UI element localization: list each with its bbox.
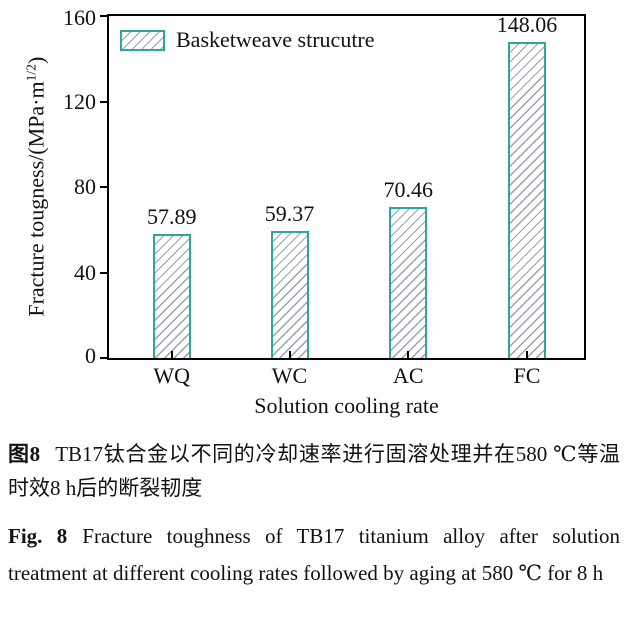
y-tick-0 xyxy=(100,357,109,359)
y-axis-title: Fracture tougness/(MPa·m1/2) xyxy=(19,57,48,317)
bar-group-fc: 148.06 xyxy=(497,13,557,358)
bar-value-label-ac: 70.46 xyxy=(383,177,434,203)
y-tick-40 xyxy=(100,271,109,274)
y-axis-title-superscript: 1/2 xyxy=(23,64,39,82)
bar-value-label-fc: 148.06 xyxy=(496,11,558,37)
y-tick-120 xyxy=(100,100,109,103)
y-tick-label-0: 0 xyxy=(85,343,96,368)
x-tick-label-ac: AC xyxy=(392,363,424,388)
caption-en-label: Fig. 8 xyxy=(8,524,68,548)
y-tick-160 xyxy=(100,15,109,17)
legend-label: Basketweave strucutre xyxy=(176,27,375,52)
y-axis-title-box: Fracture tougness/(MPa·m1/2) xyxy=(12,14,56,360)
caption-zh-text: TB17钛合金以不同的冷却速率进行固溶处理并在580 ℃等温时效8 h后的断裂韧… xyxy=(8,442,620,500)
caption-zh-label: 图8 xyxy=(8,442,41,466)
bar-wc xyxy=(270,231,309,358)
x-tick-label-wq: WQ xyxy=(153,363,191,388)
plot-area: 160 120 80 40 0 Basketweave strucutre 57… xyxy=(63,7,586,388)
x-tick-wc xyxy=(288,351,291,358)
bar-value-label-wq: 57.89 xyxy=(146,204,197,230)
y-axis-title-suffix: ) xyxy=(23,57,49,65)
x-axis-title: Solution cooling rate xyxy=(254,393,439,418)
y-tick-label-40: 40 xyxy=(74,259,96,285)
y-tick-80 xyxy=(100,186,109,188)
y-tick-label-120: 120 xyxy=(63,88,96,114)
x-tick-ac xyxy=(407,351,410,358)
x-tick-label-fc: FC xyxy=(513,363,541,388)
legend: Basketweave strucutre xyxy=(120,28,375,52)
bar-wq xyxy=(152,234,191,358)
bar-group-wq: 57.89 xyxy=(147,16,196,358)
y-tick-label-80: 80 xyxy=(74,174,96,199)
x-tick-wq xyxy=(170,351,173,358)
bar-group-ac: 70.46 xyxy=(384,16,433,358)
y-tick-label-160: 160 xyxy=(63,5,96,30)
legend-hatch-swatch xyxy=(120,29,165,51)
x-tick-label-wc: WC xyxy=(271,363,308,388)
bar-fc xyxy=(508,41,546,358)
caption-chinese: 图8 TB17钛合金以不同的冷却速率进行固溶处理并在580 ℃等温时效8 h后的断… xyxy=(8,437,620,505)
bar-chart: Fracture tougness/(MPa·m1/2) 160 120 80 … xyxy=(12,7,586,418)
caption-english: Fig. 8 Fracture toughness of TB17 titaniu… xyxy=(8,518,620,592)
x-tick-fc xyxy=(526,351,528,358)
y-axis-title-text: Fracture tougness/(MPa·m xyxy=(23,81,49,317)
bar-value-label-wc: 59.37 xyxy=(264,201,315,227)
bar-ac xyxy=(389,207,428,358)
caption-en-text: Fracture toughness of TB17 titanium allo… xyxy=(8,524,620,585)
bar-group-wc: 59.37 xyxy=(265,16,314,358)
